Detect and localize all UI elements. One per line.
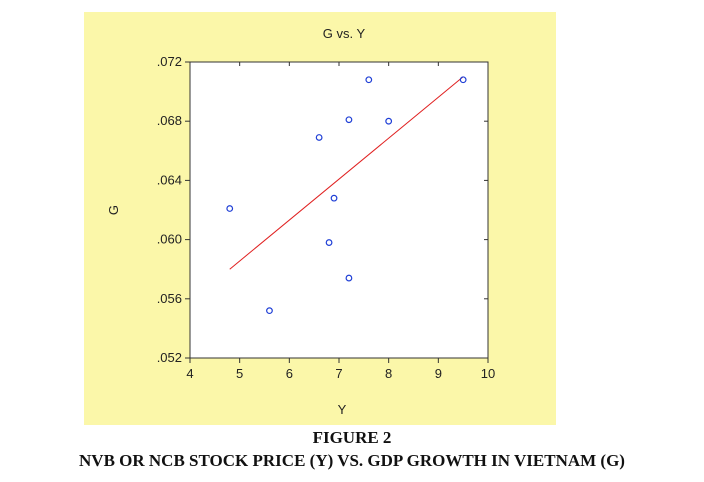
regression-line [229,76,464,270]
y-tick-label: .072 [157,54,182,69]
y-tick-label: .056 [157,291,182,306]
figure-label: FIGURE 2 [312,428,392,447]
plot-area [189,61,489,359]
data-point [315,134,323,141]
data-point [459,76,467,84]
data-point [325,239,333,246]
y-axis: .052 .056 .060 .064 .068 .072 [157,54,488,365]
y-tick-label: .064 [157,172,182,187]
x-tick-label: 6 [286,366,293,381]
data-point [345,116,353,124]
data-point [385,117,393,125]
fit-line-group [229,76,464,270]
data-point [365,76,373,84]
data-point [330,194,338,202]
x-tick-label: 7 [335,366,342,381]
chart-panel: G vs. Y .052 .056 .060 .064 .068 .072 4 5 6 7 8 9 1… [84,12,556,425]
x-tick-label: 8 [385,366,392,381]
x-tick-label: 9 [435,366,442,381]
x-axis: 4 5 6 7 8 9 10 [186,62,495,381]
x-tick-label: 10 [481,366,495,381]
x-axis-label: Y [338,402,347,417]
data-point [345,274,353,282]
x-tick-label: 5 [236,366,243,381]
chart-title: G vs. Y [323,26,366,41]
y-axis-label: G [106,205,121,215]
scatter-chart: G vs. Y .052 .056 .060 .064 .068 .072 4 5 6 7 8 9 1… [106,26,495,417]
data-point [226,205,234,212]
figure-caption: NVB OR NCB STOCK PRICE (Y) VS. GDP GROWT… [79,451,625,470]
y-tick-label: .060 [157,232,182,247]
y-tick-label: .068 [157,113,182,128]
x-tick-label: 4 [186,366,193,381]
data-point [266,307,273,315]
points-group [226,76,467,315]
y-tick-label: .052 [157,350,182,365]
